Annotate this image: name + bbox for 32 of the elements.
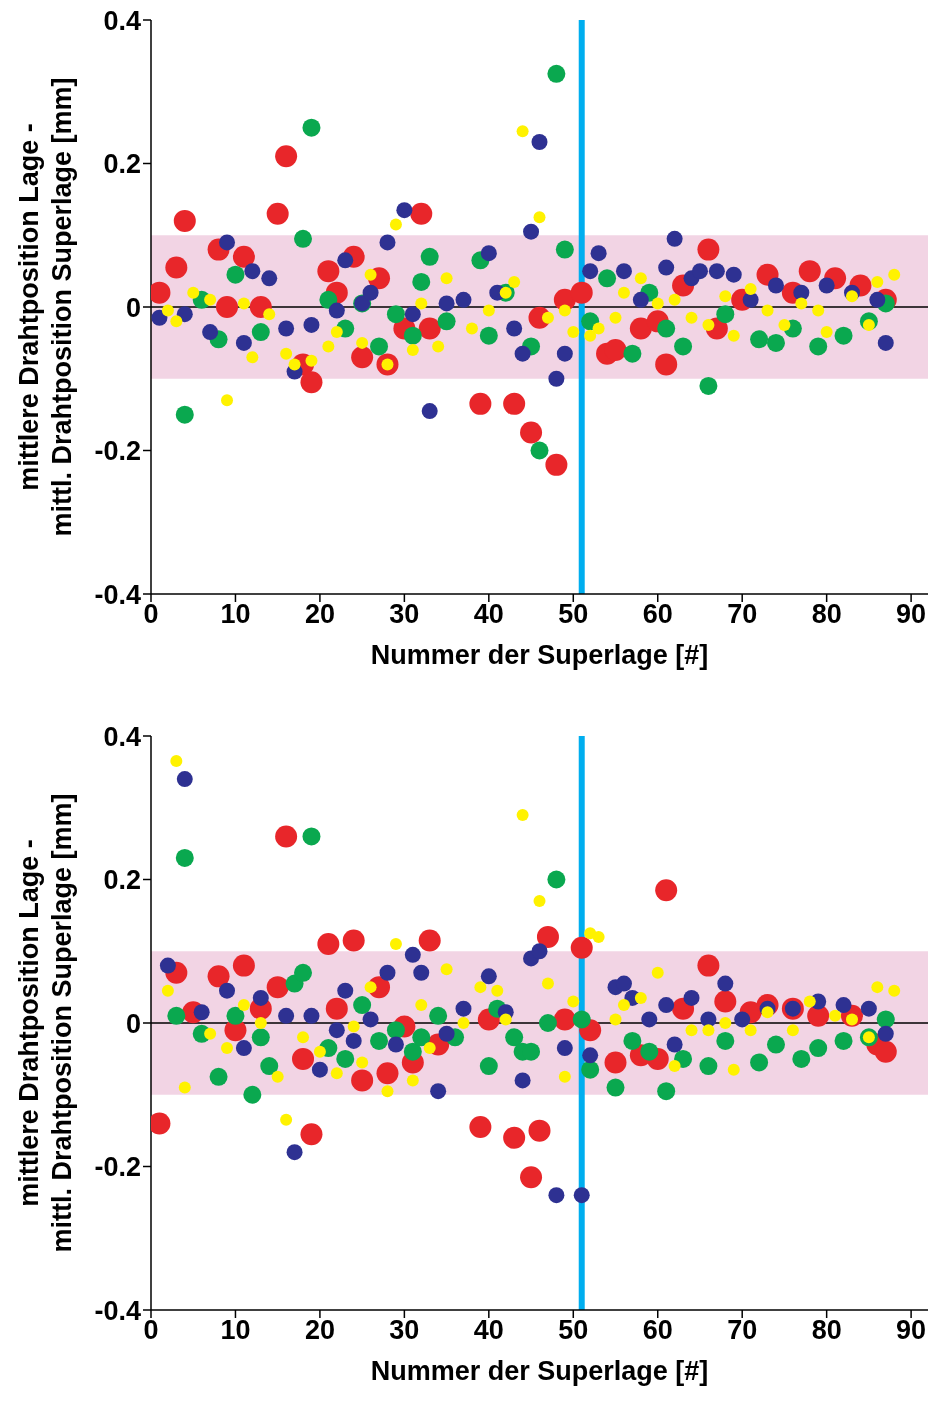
y-axis-title: mittlere Drahtposition Lage - mittl. Drahtposition Superlage [mm]: [14, 77, 77, 537]
y-tick-label: -0.4: [94, 579, 141, 610]
x-tick-label: 90: [896, 599, 927, 630]
y-tick-label: 0: [125, 292, 141, 323]
x-tick-label: 30: [389, 599, 420, 630]
y-tick-label: 0: [125, 1008, 141, 1039]
x-tick-label: 60: [642, 1315, 673, 1346]
x-tick-label: 20: [304, 599, 335, 630]
x-tick-label: 50: [558, 1315, 589, 1346]
x-tick-label: 10: [220, 1315, 251, 1346]
x-tick-label: 30: [389, 1315, 420, 1346]
x-tick-label: 40: [473, 1315, 504, 1346]
x-tick-label: 80: [811, 599, 842, 630]
x-tick-label: 40: [473, 599, 504, 630]
x-axis-title: Nummer der Superlage [#]: [370, 640, 709, 670]
x-axis-title: Nummer der Superlage [#]: [370, 1356, 709, 1386]
y-tick-label: 0.2: [103, 865, 141, 896]
x-tick-label: 90: [896, 1315, 927, 1346]
x-tick-label: 10: [220, 599, 251, 630]
x-tick-label: 20: [304, 1315, 335, 1346]
y-tick-label: 0.4: [103, 5, 141, 36]
x-tick-label: 80: [811, 1315, 842, 1346]
y-tick-label: 0.4: [103, 721, 141, 752]
y-tick-label: -0.2: [94, 436, 141, 467]
y-axis-title: mittlere Drahtposition Lage - mittl. Drahtposition Superlage [mm]: [14, 793, 77, 1253]
x-tick-label: 60: [642, 599, 673, 630]
y-tick-label: -0.4: [94, 1295, 141, 1326]
x-tick-label: 50: [558, 599, 589, 630]
x-tick-label: 70: [727, 599, 758, 630]
y-tick-label: -0.2: [94, 1152, 141, 1183]
y-tick-label: 0.2: [103, 149, 141, 180]
x-tick-label: 70: [727, 1315, 758, 1346]
